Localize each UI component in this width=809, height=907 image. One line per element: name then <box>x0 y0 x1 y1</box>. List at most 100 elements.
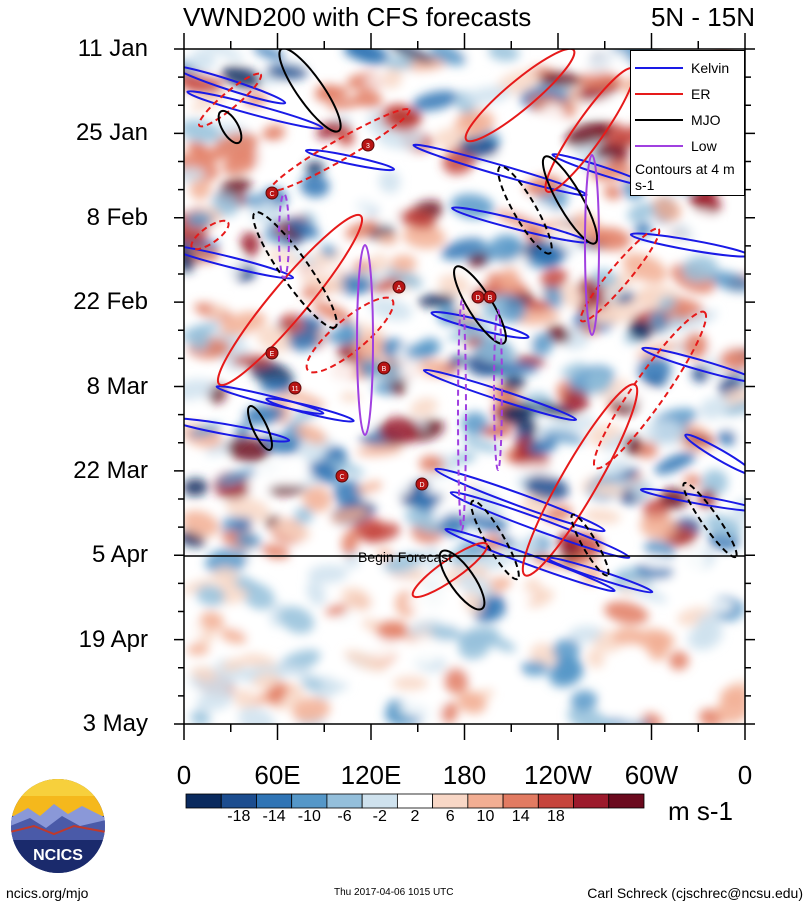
storm-marker: 3 <box>361 138 375 152</box>
field-blob <box>344 650 387 673</box>
field-blob <box>387 473 412 497</box>
wave-contour <box>629 232 745 258</box>
field-blob <box>196 585 226 606</box>
field-blob <box>644 419 686 446</box>
field-blob <box>601 432 635 452</box>
field-blob <box>583 50 627 74</box>
field-blob <box>292 407 320 422</box>
field-blob <box>561 362 587 377</box>
field-blob <box>443 667 469 694</box>
field-blob <box>341 529 359 556</box>
colorbar-swatch <box>537 793 574 809</box>
wave-contour <box>470 499 520 581</box>
field-blob <box>628 319 653 341</box>
field-blob <box>467 253 489 268</box>
field-blob <box>669 651 689 671</box>
field-blob <box>719 686 745 706</box>
field-blob <box>184 167 206 183</box>
field-blob <box>184 578 216 594</box>
wave-contour <box>305 296 395 374</box>
wave-contour <box>186 90 324 130</box>
field-blob <box>211 191 240 217</box>
field-blob <box>570 690 598 711</box>
field-blob <box>383 66 403 89</box>
chart-title: VWND200 with CFS forecasts <box>183 2 532 32</box>
field-blob <box>701 469 728 496</box>
y-tick-label: 19 Apr <box>78 625 148 653</box>
field-blob <box>305 161 325 175</box>
field-blob <box>487 49 520 62</box>
field-blob <box>330 507 368 523</box>
field-blob <box>185 211 214 228</box>
wave-contour <box>217 109 243 145</box>
colorbar-swatch <box>396 793 434 809</box>
x-tick-label: 0 <box>737 760 753 790</box>
field-blob <box>256 324 293 353</box>
field-blob <box>225 496 270 522</box>
field-blob <box>405 342 434 360</box>
field-blob <box>232 610 250 633</box>
field-blob <box>640 554 674 569</box>
x-tick-label: 60W <box>624 760 679 790</box>
colorbar-swatch <box>256 793 293 809</box>
y-tick-label: 25 Jan <box>75 119 148 147</box>
wave-contour <box>247 405 273 451</box>
field-blob <box>681 255 719 283</box>
field-blob <box>208 305 229 317</box>
storm-marker-label: C <box>339 474 344 481</box>
wave-contour <box>497 165 553 255</box>
colorbar <box>185 793 645 809</box>
field-blob <box>461 437 502 453</box>
field-blob <box>201 49 244 61</box>
field-blob <box>410 641 441 665</box>
field-blob <box>233 689 255 709</box>
storm-marker: C <box>265 186 279 200</box>
field-blob <box>640 681 659 694</box>
y-tick-label: 22 Feb <box>73 288 148 316</box>
field-blob <box>417 293 456 308</box>
field-blob <box>260 379 294 394</box>
field-blob <box>723 400 745 417</box>
field-blob <box>591 482 624 497</box>
wave-contour <box>579 227 661 323</box>
field-blob <box>583 508 621 524</box>
footer-url: ncics.org/mjo <box>6 885 89 901</box>
legend-box: Kelvin ER MJO Low Contours at 4 m s-1 <box>630 50 745 196</box>
field-blob <box>501 374 526 393</box>
field-blob <box>233 517 253 532</box>
wave-contour <box>493 309 503 471</box>
field-blob <box>604 601 649 625</box>
field-blob <box>449 547 475 568</box>
field-blob <box>184 74 224 95</box>
colorbar-tick-label: 18 <box>547 808 565 825</box>
field-blob <box>221 66 262 89</box>
field-blob <box>692 191 721 216</box>
field-blob <box>325 604 348 617</box>
field-blob <box>600 271 639 295</box>
field-blob <box>629 289 660 308</box>
field-blob <box>306 580 326 607</box>
field-blob <box>515 463 556 477</box>
field-blob <box>299 316 324 332</box>
field-blob <box>437 274 470 296</box>
colorbar-swatch <box>291 793 328 809</box>
storm-marker-label: 3 <box>366 143 370 150</box>
field-blob <box>392 675 428 691</box>
field-blob <box>303 274 345 292</box>
field-blob <box>471 666 517 681</box>
field-blob <box>351 559 391 580</box>
field-blob <box>705 599 734 613</box>
field-blob <box>327 98 363 110</box>
field-blob <box>651 197 682 222</box>
storm-marker-label: D <box>475 295 480 302</box>
field-blob <box>535 241 564 268</box>
field-blob <box>596 379 630 399</box>
wave-contour <box>216 213 364 387</box>
field-blob <box>530 333 553 356</box>
storm-marker-label: 11 <box>291 386 298 393</box>
chart-latitude-range: 5N - 15N <box>650 2 755 32</box>
field-blob <box>333 479 364 507</box>
field-blob <box>568 625 603 643</box>
field-blob <box>243 404 285 426</box>
